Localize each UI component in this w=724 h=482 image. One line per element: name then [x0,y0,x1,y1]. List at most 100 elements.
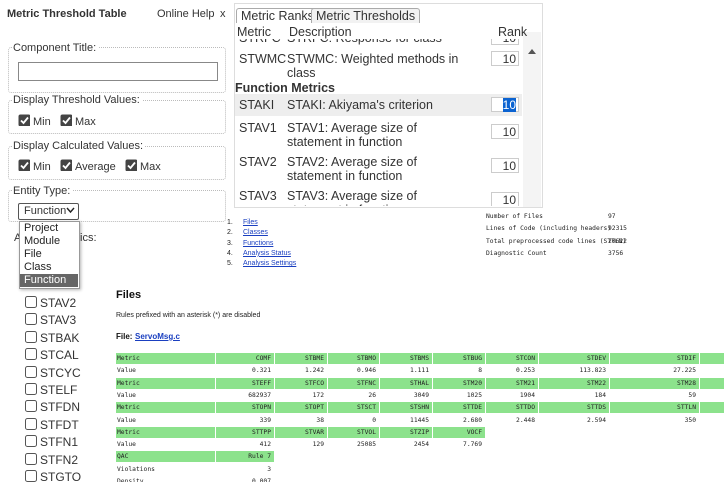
metric-name: STAV1 [239,121,277,135]
nav-link[interactable]: Functions [243,239,274,247]
checkbox[interactable] [25,313,37,326]
table-cell: STDIF [610,353,699,364]
nav-number: 4. [227,249,233,257]
checkbox[interactable] [25,365,37,378]
select-value[interactable]: Function [24,205,67,217]
checkbox[interactable] [25,330,37,343]
metric-checkbox-label: STFDN [40,400,80,415]
component-input[interactable] [18,62,218,81]
table-cell: 0.946 [328,365,379,377]
checkbox[interactable] [18,159,30,171]
table-cell: STBMO [328,353,379,364]
table-cell: STHAL [380,377,432,389]
table-cell: 3049 [380,389,432,401]
table-cell: 1.111 [380,365,432,377]
table-cell: 26 [328,389,379,401]
scroll-arrow[interactable] [527,47,537,55]
table-cell: Value [116,365,215,377]
metric-checkbox-label: STBAK [40,330,80,345]
dropdown-option[interactable]: Module [24,235,61,247]
help-link[interactable]: Online Help [157,8,215,20]
tab[interactable]: Metric Ranks [236,8,319,23]
metric-checkbox-label: STELF [40,383,78,397]
nav-link[interactable]: Files [243,219,258,226]
table-cell: 1904 [486,389,538,401]
checkbox[interactable] [25,348,37,361]
table-cell: STTPP [216,426,274,438]
checkbox[interactable] [25,400,37,413]
tab[interactable]: Metric Thresholds [311,8,421,23]
checkbox[interactable] [25,470,37,482]
metric-description: STAV1: Average size of statement in func… [287,121,417,149]
dropdown-option[interactable]: Function [24,274,67,286]
table-cell: 184 [539,389,609,401]
table-cell: COMF [216,353,274,364]
file-link[interactable]: ServoMsg.c [135,332,180,341]
table-cell: 682937 [216,389,274,401]
dropdown-option[interactable]: Class [24,261,52,273]
entity-select[interactable] [18,203,79,220]
checkbox-label: Max [140,161,161,173]
table-cell: STFNC [328,377,379,389]
table-cell: 47 [700,389,724,401]
checkbox[interactable] [25,452,37,465]
table-cell: STOPT [275,402,327,414]
table-cell: 38 [275,414,327,426]
table-cell: Density [116,476,215,482]
metric-checkbox-label: STFDT [40,417,79,432]
table-cell: 129 [275,439,327,451]
metric-name: STRFC [239,39,281,45]
dropdown-option[interactable]: File [24,248,42,260]
table-cell: 0.253 [486,365,538,377]
hidden-label: ics: [80,232,97,244]
stat-value: 92315 [608,225,627,233]
checkbox[interactable] [25,435,37,448]
checkbox[interactable] [125,159,137,171]
table-cell: STDEV [539,353,609,364]
checkbox-label: Average [75,161,116,173]
table-cell: 2.448 [486,414,538,426]
nav-link[interactable]: Analysis Status [243,249,291,257]
rank-input[interactable]: 10 [491,97,519,112]
table-cell: STTDO [486,402,538,414]
metric-description: STRFC: Response for class [287,39,467,45]
metric-checkbox-label: STCAL [40,348,79,363]
table-cell: 2931 [700,414,724,426]
table-cell: STOPN [216,402,274,414]
checkbox[interactable] [25,383,37,395]
row-highlight [235,94,522,116]
nav-number: 2. [227,229,233,237]
checkbox[interactable] [60,114,72,126]
rank-input[interactable]: 10 [491,158,519,173]
table-cell: Metric [116,377,215,389]
table-cell: STVAR [275,426,327,438]
table-cell: 0 [328,414,379,426]
rank-input[interactable]: 10 [491,192,519,206]
dropdown-option[interactable]: Project [24,222,59,234]
table-cell: STTLN [610,402,699,414]
checkbox[interactable] [25,296,37,308]
table-cell: STM22 [539,377,609,389]
nav-link[interactable]: Classes [243,229,268,237]
table-cell: Metric [116,402,215,414]
rank-input[interactable]: 10 [491,124,519,139]
table-cell: 11445 [380,414,432,426]
table-cell: 0.007 [216,476,274,482]
checkbox[interactable] [25,417,37,430]
table-cell: 25085 [328,439,379,451]
checkbox[interactable] [18,114,30,126]
checkbox[interactable] [60,159,72,171]
table-cell: STM33 [700,377,724,389]
note: Rules prefixed with an asterisk (*) are … [116,312,261,319]
metric-name: STAKI [239,98,275,112]
rank-input[interactable]: 10 [491,51,519,66]
checkbox-label: Max [75,116,96,128]
rank-input[interactable]: 10 [491,39,519,45]
close-button[interactable]: x [220,8,226,20]
metric-description: STWMC: Weighted methods in class [287,52,459,80]
nav-link[interactable]: Analysis Settings [243,260,297,268]
table-cell: Metric [116,353,215,364]
table-cell: Metric [116,426,215,438]
table-cell: STECT [700,353,724,364]
